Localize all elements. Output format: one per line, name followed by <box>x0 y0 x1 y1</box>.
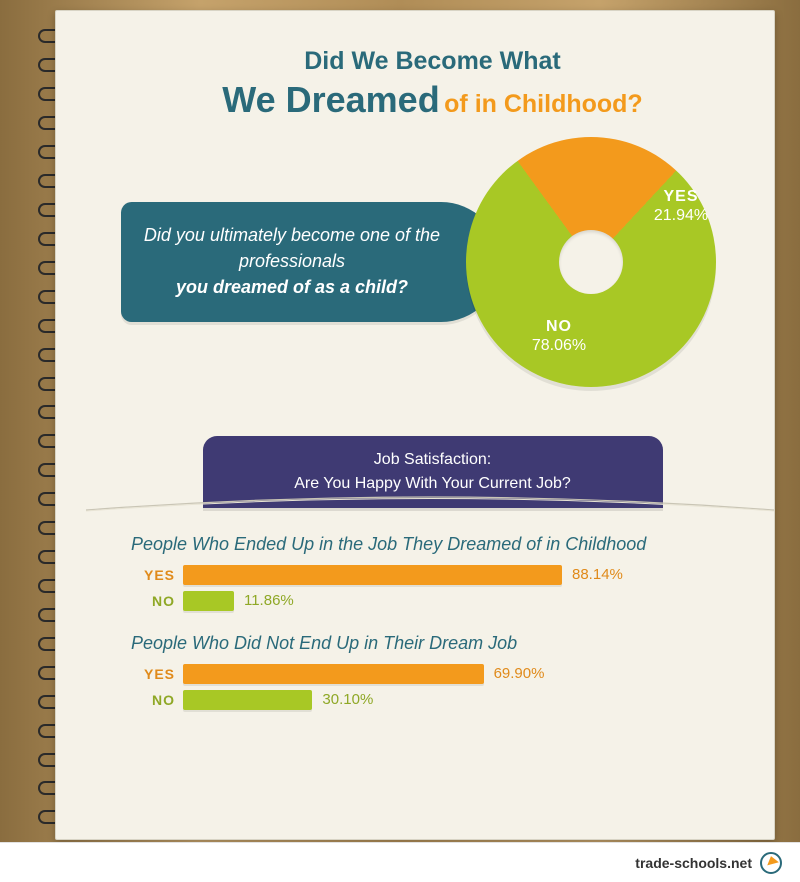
donut-no-label: NO 78.06% <box>519 317 599 355</box>
donut-section: Did you ultimately become one of the pro… <box>121 147 744 417</box>
subheader-line1: Job Satisfaction: <box>374 451 491 468</box>
donut-yes-pct: 21.94% <box>641 206 721 225</box>
donut-no-text: NO <box>519 317 599 336</box>
question-text: Did you ultimately become one of the pro… <box>144 225 440 271</box>
footer-text: trade-schools.net <box>635 855 752 871</box>
bar-fill <box>183 690 312 710</box>
bar-group-title: People Who Ended Up in the Job They Drea… <box>131 534 744 555</box>
footer: trade-schools.net <box>0 842 800 882</box>
page-title: Did We Become What We Dreamed of in Chil… <box>121 46 744 122</box>
bar-label: NO <box>121 593 183 609</box>
bar-groups: People Who Ended Up in the Job They Drea… <box>121 534 744 710</box>
donut-no-pct: 78.06% <box>519 336 599 355</box>
donut-yes-text: YES <box>641 187 721 206</box>
donut-hole <box>559 230 623 294</box>
notebook-page: Did We Become What We Dreamed of in Chil… <box>55 10 775 840</box>
bar-row-no: NO 30.10% <box>121 690 744 710</box>
bar-label: NO <box>121 692 183 708</box>
bar-fill <box>183 565 562 585</box>
bar-percent: 11.86% <box>244 591 294 611</box>
bar-label: YES <box>121 567 183 583</box>
subheader-section: Job Satisfaction: Are You Happy With You… <box>121 422 744 512</box>
bar-percent: 30.10% <box>322 690 373 710</box>
bar-track: 11.86% <box>183 591 613 611</box>
bar-track: 88.14% <box>183 565 613 585</box>
bar-row-no: NO 11.86% <box>121 591 744 611</box>
divider-curve <box>86 492 774 512</box>
bar-track: 69.90% <box>183 664 613 684</box>
content-area: Did We Become What We Dreamed of in Chil… <box>91 11 774 839</box>
bar-group: People Who Ended Up in the Job They Drea… <box>121 534 744 611</box>
bar-group: People Who Did Not End Up in Their Dream… <box>121 633 744 710</box>
bar-track: 30.10% <box>183 690 613 710</box>
donut-yes-label: YES 21.94% <box>641 187 721 225</box>
bar-percent: 88.14% <box>572 565 623 585</box>
question-bold: you dreamed of as a child? <box>176 277 408 297</box>
title-rest: of in Childhood? <box>444 90 643 118</box>
bar-row-yes: YES88.14% <box>121 565 744 585</box>
question-callout: Did you ultimately become one of the pro… <box>121 202 501 322</box>
bar-fill <box>183 664 484 684</box>
subheader-line2: Are You Happy With Your Current Job? <box>294 475 571 492</box>
bar-row-yes: YES 69.90% <box>121 664 744 684</box>
title-line1: Did We Become What <box>304 47 561 75</box>
bar-label: YES <box>121 666 183 682</box>
bar-percent: 69.90% <box>494 664 545 684</box>
title-emphasis: We Dreamed <box>222 79 439 120</box>
footer-logo-icon <box>760 852 782 874</box>
bar-group-title: People Who Did Not End Up in Their Dream… <box>131 633 744 654</box>
bar-fill <box>183 591 234 611</box>
